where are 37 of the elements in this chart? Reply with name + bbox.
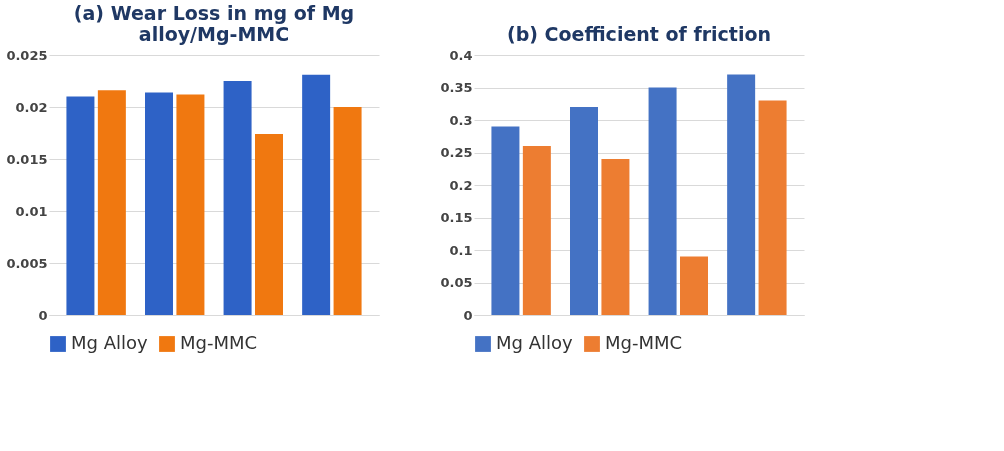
bar: [333, 107, 362, 315]
y-tick-label: 0.3: [449, 112, 473, 128]
bar: [601, 159, 630, 315]
legend-label: Mg-MMC: [605, 332, 683, 353]
bar: [97, 90, 126, 315]
bar: [66, 96, 95, 315]
y-tick-label: 0.025: [6, 47, 48, 63]
y-tick-label: 0.005: [6, 255, 48, 271]
y-tick-label: 0.25: [440, 145, 473, 160]
bar: [223, 81, 252, 315]
y-tick-label: 0.4: [449, 47, 473, 63]
y-tick-label: 0.015: [6, 151, 48, 167]
y-tick-label: 0.2: [449, 177, 473, 193]
legend-label: Mg-MMC: [180, 332, 258, 353]
chart-title: (b) Coefficient of friction: [506, 23, 772, 45]
bar: [680, 256, 708, 315]
bar: [570, 107, 598, 315]
y-tick-label: 0: [463, 307, 473, 323]
bar: [758, 100, 787, 315]
y-tick-label: 0.01: [15, 203, 48, 219]
bar: [302, 74, 331, 315]
bar: [255, 134, 283, 315]
y-tick-label: 0.1: [449, 242, 473, 258]
legend-label: Mg Alloy: [71, 332, 149, 353]
bar: [491, 126, 520, 315]
bar: [648, 87, 677, 315]
bar: [145, 92, 173, 315]
bar: [176, 94, 205, 315]
legend-label: Mg Alloy: [496, 332, 574, 353]
y-tick-label: 0.35: [440, 80, 473, 95]
bar: [727, 74, 756, 315]
bar: [522, 146, 551, 315]
chart-title: (a) Wear Loss in mg of Mg alloy/Mg-MMC: [73, 2, 355, 45]
y-tick-label: 0.05: [440, 275, 473, 290]
y-tick-label: 0: [38, 307, 48, 323]
y-tick-label: 0.15: [440, 210, 473, 225]
y-tick-label: 0.02: [15, 99, 48, 115]
